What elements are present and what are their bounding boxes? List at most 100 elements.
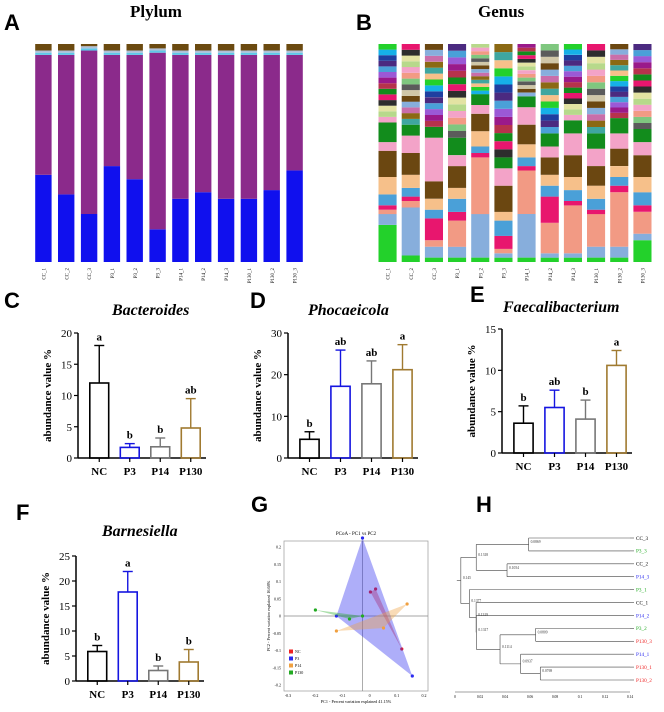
pcoa-y-tick-label: -0.1: [275, 648, 281, 653]
genus-bar-segment: [424, 73, 443, 80]
genus-bar-segment: [401, 44, 420, 50]
phylum-bar-segment: [217, 52, 235, 55]
phylum-bar-segment: [172, 54, 189, 199]
dendrogram-node-label: 0.0809: [538, 630, 548, 634]
genus-bar-segment: [471, 94, 490, 105]
genus-x-tick-label: P130_2: [618, 268, 623, 284]
phylum-bar-segment: [217, 44, 235, 51]
panel-letter-a: A: [4, 10, 20, 35]
phylum-bar-segment: [217, 50, 235, 53]
genus-bar-segment: [540, 88, 559, 96]
genus-bar-segment: [378, 224, 397, 262]
genus-bar-segment: [378, 150, 397, 177]
pcoa-group-hull-p14: [336, 604, 408, 631]
genus-bar-segment: [471, 58, 490, 62]
genus-bar-segment: [424, 49, 443, 56]
genus-bar-segment: [633, 233, 652, 241]
genus-bar-segment: [587, 120, 606, 127]
genus-bar-segment: [517, 85, 536, 89]
dendrogram-leaf-label: P3_2: [636, 626, 647, 632]
genus-bar-segment: [471, 83, 490, 87]
genus-x-tick-label: P3_1: [456, 268, 461, 279]
genus-bar-segment: [587, 209, 606, 215]
genus-bar-segment: [610, 107, 629, 113]
bacteroides-x-tick-label: NC: [91, 466, 107, 478]
genus-bar-segment: [587, 63, 606, 70]
genus-bar-segment: [587, 133, 606, 149]
genus-bar-segment: [424, 97, 443, 104]
genus-bar-segment: [448, 77, 467, 85]
genus-bar-segment: [610, 246, 629, 258]
pcoa-point-p3: [334, 614, 338, 618]
dendrogram-node-label: 0.1318: [478, 553, 488, 557]
phylum-bar-segment: [195, 52, 212, 55]
faecalibacterium-significance-label: b: [520, 392, 526, 404]
genus-bar-segment: [563, 120, 582, 134]
bacteroides-y-tick-label: 15: [61, 359, 73, 371]
genus-bar-segment: [494, 60, 513, 69]
faecalibacterium-y-tick-label: 5: [491, 407, 497, 419]
genus-bar-segment: [378, 122, 397, 143]
phylum-x-tick-label: P14_3: [225, 268, 230, 281]
genus-bar-segment: [378, 60, 397, 67]
pcoa-legend-label: NC: [295, 649, 301, 654]
phylum-bar-segment: [172, 50, 189, 53]
pcoa-y-tick-label: 0: [279, 614, 281, 619]
genus-bar-segment: [448, 117, 467, 125]
genus-x-tick-label: P14_1: [526, 268, 531, 281]
pcoa-legend-label: P14: [295, 663, 301, 668]
genus-bar-segment: [587, 88, 606, 96]
phylum-bar-segment: [126, 179, 143, 262]
faecalibacterium-y-tick-label: 10: [485, 365, 497, 377]
genus-bar-segment: [378, 77, 397, 84]
genus-x-tick-label: CC_1: [387, 268, 392, 280]
genus-bar-segment: [610, 54, 629, 60]
dendrogram-leaf-label: P130_2: [636, 678, 652, 684]
genus-bar-segment: [633, 50, 652, 57]
phylum-bar-segment: [149, 44, 166, 49]
phylum-bar-segment: [35, 174, 52, 262]
genus-bar-segment: [517, 214, 536, 258]
genus-bar-segment: [540, 114, 559, 121]
genus-bar-segment: [517, 62, 536, 67]
genus-bar-segment: [610, 177, 629, 186]
genus-bar-segment: [540, 56, 559, 64]
genus-bar-segment: [633, 74, 652, 81]
genus-bar-segment: [471, 79, 490, 84]
phylum-bar-segment: [263, 52, 280, 55]
genus-bar-segment: [471, 214, 490, 258]
phylum-bar-segment: [103, 44, 121, 51]
phylum-bar-segment: [286, 170, 303, 262]
faecalibacterium-significance-label: a: [614, 336, 620, 348]
genus-bar-segment: [401, 72, 420, 79]
genus-bar-segment: [378, 205, 397, 210]
genus-bar-segment: [517, 66, 536, 71]
phylum-bar-segment: [195, 192, 212, 262]
bacteroides-significance-label: b: [127, 430, 133, 442]
genus-bar-segment: [633, 92, 652, 99]
genus-bar-segment: [401, 255, 420, 262]
pcoa-point-nc: [368, 590, 372, 594]
genus-bar-segment: [610, 91, 629, 97]
genus-bar-segment: [610, 112, 629, 119]
pcoa-y-tick-label: -0.2: [275, 683, 281, 688]
genus-bar-segment: [494, 44, 513, 53]
genus-bar-segment: [378, 214, 397, 225]
genus-bar-segment: [587, 107, 606, 115]
genus-bar-segment: [563, 87, 582, 93]
dendrogram-node-label: 0.0769: [542, 669, 552, 673]
phocaeicola-x-tick-label: P130: [391, 466, 415, 478]
bacteroides-significance-label: ab: [185, 385, 197, 397]
genus-bar-segment: [471, 105, 490, 114]
genus-bar-segment: [563, 205, 582, 254]
bacteroides-significance-label: b: [157, 424, 163, 436]
pcoa-y-tick-label: 0.15: [274, 562, 281, 567]
dendrogram-leaf-label: CC_2: [636, 562, 649, 568]
genus-bar-segment: [540, 196, 559, 223]
genus-bar-segment: [401, 113, 420, 119]
genus-bar-segment: [424, 137, 443, 182]
barnesiella-significance-label: a: [125, 558, 131, 570]
phylum-x-tick-label: P130_3: [294, 268, 299, 284]
phylum-bar-segment: [103, 50, 121, 53]
